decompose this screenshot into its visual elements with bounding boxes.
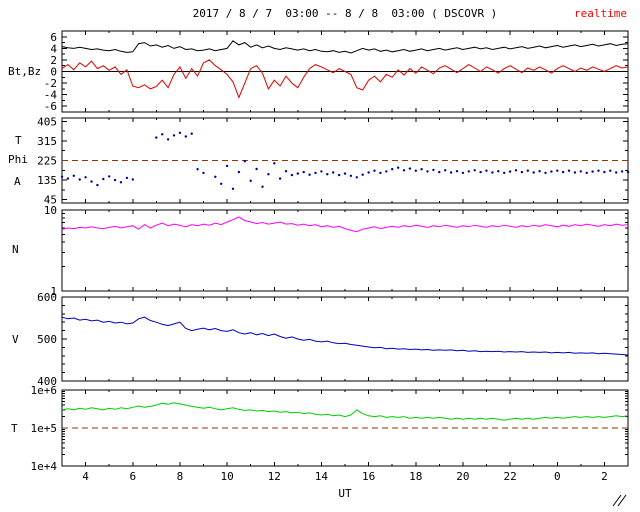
corner-hatch-icon — [612, 492, 628, 511]
series-bt — [61, 40, 629, 54]
x-tick-label: 14 — [315, 470, 329, 483]
y-tick-label: 405 — [37, 115, 57, 128]
x-axis-title: UT — [338, 487, 352, 500]
x-tick-label: 8 — [177, 470, 184, 483]
y-tick-label: 315 — [37, 135, 57, 148]
y-tick-label: 225 — [37, 155, 57, 168]
y-tick-label: -6 — [44, 100, 57, 113]
x-tick-label: 18 — [409, 470, 422, 483]
axis-label-phi-t: T — [15, 134, 22, 147]
panel-v: 600 500 400 — [37, 291, 629, 388]
series-t — [61, 402, 629, 421]
y-tick-label: 4 — [50, 42, 57, 55]
series-phi — [60, 131, 630, 190]
x-tick-label: 16 — [362, 470, 375, 483]
x-tick-labels: 4 6 8 10 12 14 16 18 20 22 0 2 — [82, 470, 607, 483]
series-v — [61, 316, 629, 356]
x-tick-label: 10 — [220, 470, 233, 483]
y-tick-label: 6 — [50, 31, 57, 44]
y-tick-label: 400 — [37, 375, 57, 388]
y-tick-label: 135 — [37, 174, 57, 187]
y-tick-label: -4 — [44, 89, 58, 102]
axis-label-v: V — [12, 333, 19, 346]
x-tick-label: 12 — [268, 470, 281, 483]
y-tick-label: 10 — [44, 204, 57, 217]
series-n — [61, 216, 629, 233]
y-tick-label: 1 — [50, 285, 57, 298]
panel-n: 10 1 — [44, 204, 629, 298]
x-tick-label: 22 — [503, 470, 516, 483]
panel-t: 1e+6 1e+5 1e+4 — [31, 384, 629, 473]
y-tick-label: 1e+4 — [31, 460, 58, 473]
y-tick-label: 0 — [50, 66, 57, 79]
realtime-badge: realtime — [574, 7, 627, 20]
x-tick-label: 4 — [82, 470, 89, 483]
axis-label-phi: Phi — [8, 153, 28, 166]
axis-label-t: T — [11, 422, 18, 435]
x-tick-label: 20 — [456, 470, 469, 483]
y-tick-label: 500 — [37, 333, 57, 346]
axis-label-n: N — [12, 243, 19, 256]
x-tick-label: 0 — [554, 470, 561, 483]
series-bz — [61, 59, 629, 99]
y-tick-label: 1e+6 — [31, 384, 58, 397]
axis-label-phi-a: A — [14, 175, 21, 188]
x-tick-label: 6 — [129, 470, 136, 483]
plot-title: 2017 / 8 / 7 03:00 -- 8 / 8 03:00 ( DSCO… — [192, 7, 498, 20]
y-tick-label: 45 — [44, 194, 57, 207]
y-tick-label: 600 — [37, 291, 57, 304]
panel-phi: 405 315 225 135 45 — [37, 115, 630, 207]
y-tick-label: -2 — [44, 77, 57, 90]
y-tick-label: 1e+5 — [31, 422, 58, 435]
y-tick-label: 2 — [50, 54, 57, 67]
x-tick-label: 2 — [601, 470, 608, 483]
axis-label-btbz: Bt,Bz — [8, 65, 42, 78]
